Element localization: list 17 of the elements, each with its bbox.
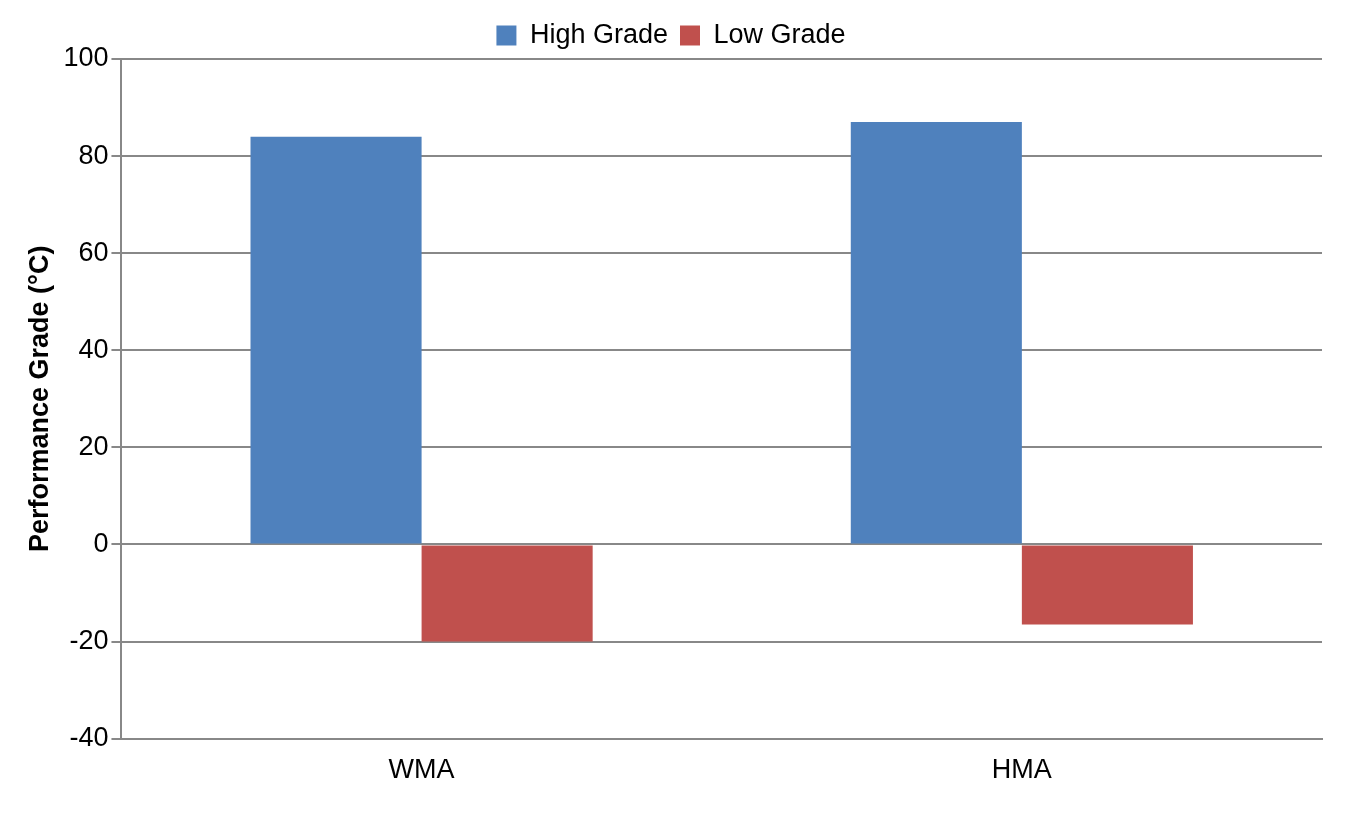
legend-label: High Grade bbox=[529, 18, 669, 49]
y-tick-label: -20 bbox=[69, 624, 109, 655]
bar bbox=[850, 122, 1022, 544]
bar bbox=[421, 545, 593, 642]
bar bbox=[1021, 545, 1193, 625]
y-tick-label: -40 bbox=[69, 722, 109, 753]
y-tick-label: 0 bbox=[93, 527, 109, 558]
y-tick-label: 80 bbox=[78, 139, 109, 170]
y-tick-label: 100 bbox=[63, 42, 109, 73]
legend-label: Low Grade bbox=[713, 18, 846, 49]
bar bbox=[250, 136, 422, 544]
y-tick-label: 40 bbox=[78, 333, 109, 364]
x-tick-label: WMA bbox=[388, 754, 455, 785]
y-tick-label: 60 bbox=[78, 236, 109, 267]
x-tick-label: HMA bbox=[991, 754, 1052, 785]
y-axis-title: Performance Grade (°C) bbox=[23, 245, 54, 552]
y-tick-label: 20 bbox=[78, 430, 109, 461]
